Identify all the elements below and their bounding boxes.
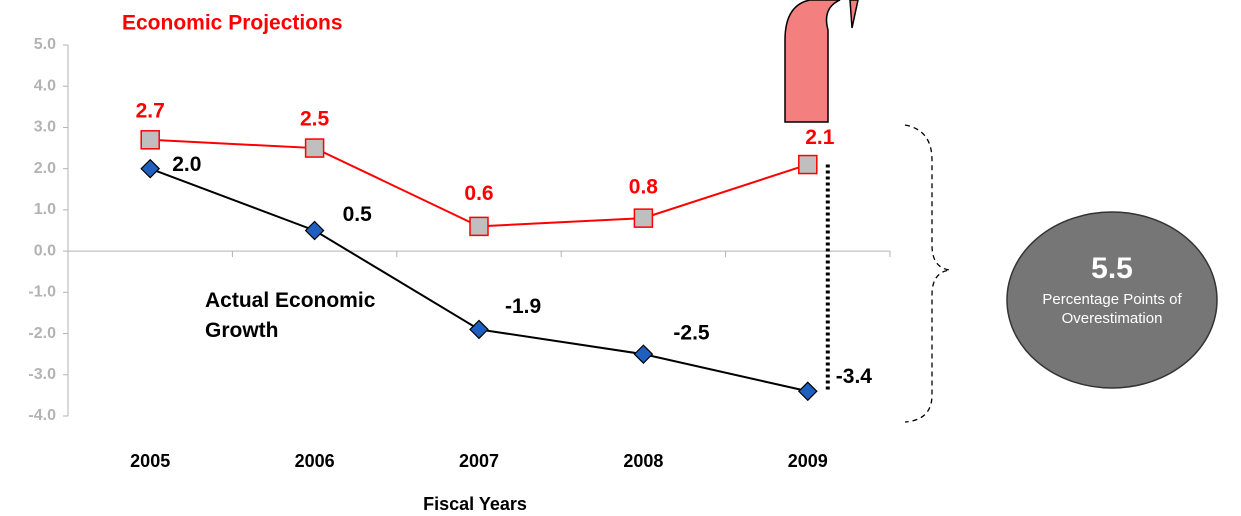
data-label: 0.6 [464, 182, 493, 205]
gap-text: Percentage Points of Overestimation [1042, 291, 1182, 327]
marker [469, 319, 489, 340]
y-tick-label: 2.0 [34, 160, 56, 177]
data-label: 2.7 [136, 99, 165, 122]
y-tick-label: 5.0 [34, 36, 56, 53]
data-label: 2.5 [300, 108, 330, 131]
arrow-body [784, 0, 841, 123]
marker [304, 220, 325, 241]
x-tick-label: 2008 [623, 451, 663, 471]
gap-text-box: Percentage Points of Overestimation [1042, 291, 1182, 327]
data-label: 2.1 [805, 126, 835, 149]
series-label: Actual Economic Growth [205, 289, 376, 342]
x-axis-label: Fiscal Years [423, 494, 527, 514]
gap-value: 5.5 [1091, 252, 1133, 285]
data-label: 2.0 [172, 153, 201, 176]
data-label: -1.9 [505, 295, 541, 318]
y-tick-label: 3.0 [34, 119, 56, 136]
x-tick-label: 2006 [295, 451, 335, 471]
brace [904, 124, 951, 423]
x-tick-label: 2007 [459, 451, 499, 471]
marker [633, 208, 654, 228]
arrow-head [849, 0, 859, 29]
y-tick-label: -4.0 [28, 407, 56, 424]
y-tick-label: 1.0 [34, 201, 56, 218]
y-tick-label: -1.0 [28, 284, 56, 301]
marker [304, 138, 325, 158]
marker [469, 216, 489, 237]
x-tick-label: 2005 [130, 451, 170, 471]
gap-circle [1006, 211, 1218, 389]
marker [140, 158, 161, 179]
data-label: -2.5 [673, 322, 710, 345]
x-tick-label: 2009 [788, 451, 828, 471]
series-title: Economic Projections [122, 12, 343, 35]
y-tick-label: -3.0 [28, 366, 56, 383]
y-tick-label: 4.0 [34, 77, 56, 94]
data-label: 0.5 [343, 203, 373, 226]
data-label: -3.4 [836, 365, 873, 388]
marker [633, 344, 654, 365]
marker [797, 381, 818, 402]
marker [798, 154, 818, 175]
data-label: 0.8 [629, 176, 659, 199]
y-tick-label: 0.0 [34, 242, 56, 259]
marker [140, 130, 160, 150]
y-tick-label: -2.0 [28, 325, 56, 342]
